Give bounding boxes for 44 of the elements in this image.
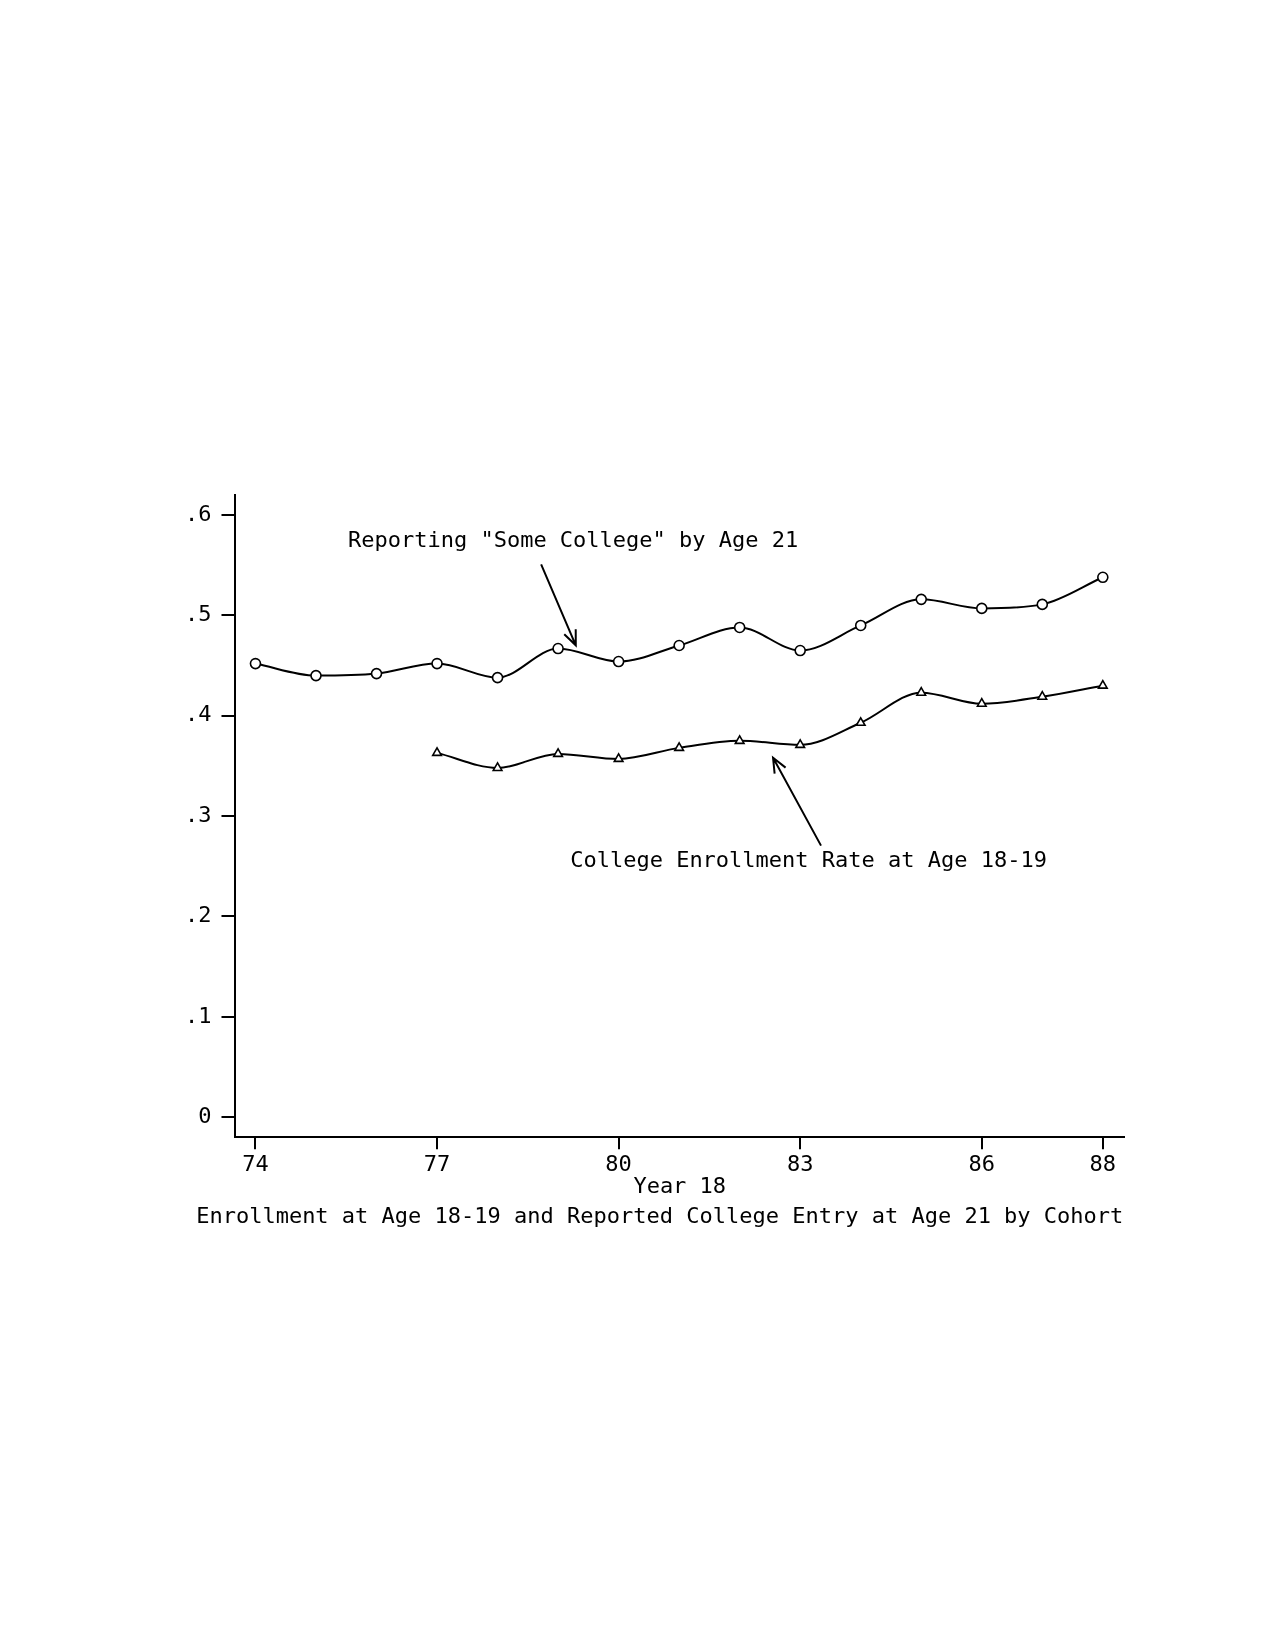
y-tick-label: .2 [184, 902, 212, 928]
y-tick-label: .5 [184, 601, 212, 627]
point [613, 753, 624, 763]
point [1036, 598, 1049, 611]
x-tick-label: 74 [242, 1151, 269, 1177]
point [794, 644, 806, 657]
x-tick-label: 83 [786, 1151, 814, 1177]
point [1097, 571, 1109, 584]
point [310, 669, 322, 682]
x-axis-title: Year 18 [633, 1172, 727, 1198]
y-tick-label: .4 [184, 701, 212, 727]
point [915, 593, 928, 606]
point [795, 739, 806, 749]
y-tick-label: .1 [184, 1002, 212, 1028]
point [492, 762, 503, 772]
point [431, 747, 443, 757]
point [249, 657, 262, 670]
point [491, 671, 504, 684]
point [674, 742, 685, 752]
x-tick-label: 86 [968, 1151, 996, 1177]
point [431, 657, 443, 670]
point [975, 602, 988, 615]
point [733, 621, 746, 634]
text: Enrollment at Age 18-19 and Reported College Entry at Age 21 by Cohort [196, 1202, 1124, 1228]
text: College Enrollment Rate at Age 18-19 [570, 846, 1047, 872]
x-tick-label: 77 [423, 1151, 451, 1177]
point [1037, 690, 1048, 700]
point [855, 716, 866, 727]
y-tick-label: .3 [184, 801, 212, 827]
point [916, 686, 927, 696]
point [734, 735, 745, 745]
point [1097, 679, 1108, 689]
text: Reporting "Some College" by Age 21 [347, 526, 799, 552]
point [673, 639, 685, 652]
y-tick-label: 0 [198, 1102, 212, 1128]
point [552, 748, 564, 758]
x-tick-label: 80 [605, 1151, 632, 1177]
x-tick-label: 88 [1089, 1151, 1117, 1177]
point [612, 655, 625, 668]
point [552, 642, 564, 655]
point [976, 697, 987, 708]
point [370, 667, 383, 680]
y-tick-label: .6 [184, 500, 212, 526]
point [854, 619, 867, 632]
